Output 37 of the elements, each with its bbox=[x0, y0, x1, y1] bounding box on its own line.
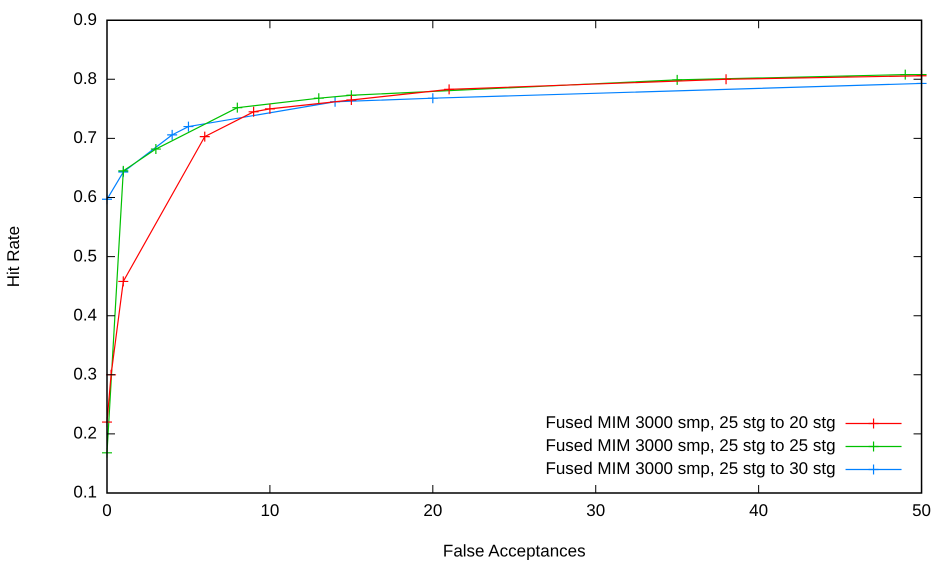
y-tick-label: 0.4 bbox=[73, 305, 97, 324]
x-tick-label: 30 bbox=[586, 500, 606, 520]
x-tick-label: 40 bbox=[749, 500, 768, 520]
point bbox=[182, 120, 194, 132]
y-tick-label: 0.2 bbox=[73, 424, 97, 443]
x-tick-label: 20 bbox=[423, 500, 442, 520]
y-tick-label: 0.5 bbox=[73, 246, 97, 266]
point bbox=[166, 129, 178, 140]
point bbox=[264, 103, 276, 114]
point bbox=[248, 106, 260, 118]
point bbox=[199, 131, 210, 142]
point bbox=[720, 74, 732, 85]
y-tick-label: 0.3 bbox=[73, 364, 97, 384]
point bbox=[105, 369, 117, 380]
point bbox=[232, 102, 243, 114]
y-tick-label: 0.6 bbox=[73, 187, 97, 206]
point bbox=[150, 143, 162, 155]
y-tick-label: 0.7 bbox=[73, 128, 97, 148]
point bbox=[313, 92, 324, 104]
point bbox=[672, 74, 683, 86]
point bbox=[900, 68, 911, 80]
point bbox=[329, 96, 341, 108]
legend-label: Fused MIM 3000 smp, 25 stg to 20 stg bbox=[545, 413, 836, 432]
y-tick-label: 0.9 bbox=[73, 10, 97, 29]
legend-label: Fused MIM 3000 smp, 25 stg to 25 stg bbox=[545, 436, 836, 456]
point bbox=[444, 84, 455, 95]
point bbox=[118, 276, 129, 288]
x-tick-label: 10 bbox=[260, 500, 280, 520]
y-tick-label: 0.8 bbox=[73, 68, 97, 88]
point bbox=[346, 94, 357, 106]
y-axis-title: Hit Rate bbox=[4, 226, 23, 288]
x-tick-label: 0 bbox=[102, 500, 112, 520]
y-tick-label: 0.1 bbox=[73, 482, 97, 502]
x-axis-title: False Acceptances bbox=[442, 541, 586, 560]
legend-label: Fused MIM 3000 smp, 25 stg to 30 stg bbox=[545, 459, 836, 478]
point bbox=[427, 92, 438, 104]
x-tick-label: 50 bbox=[912, 500, 932, 520]
